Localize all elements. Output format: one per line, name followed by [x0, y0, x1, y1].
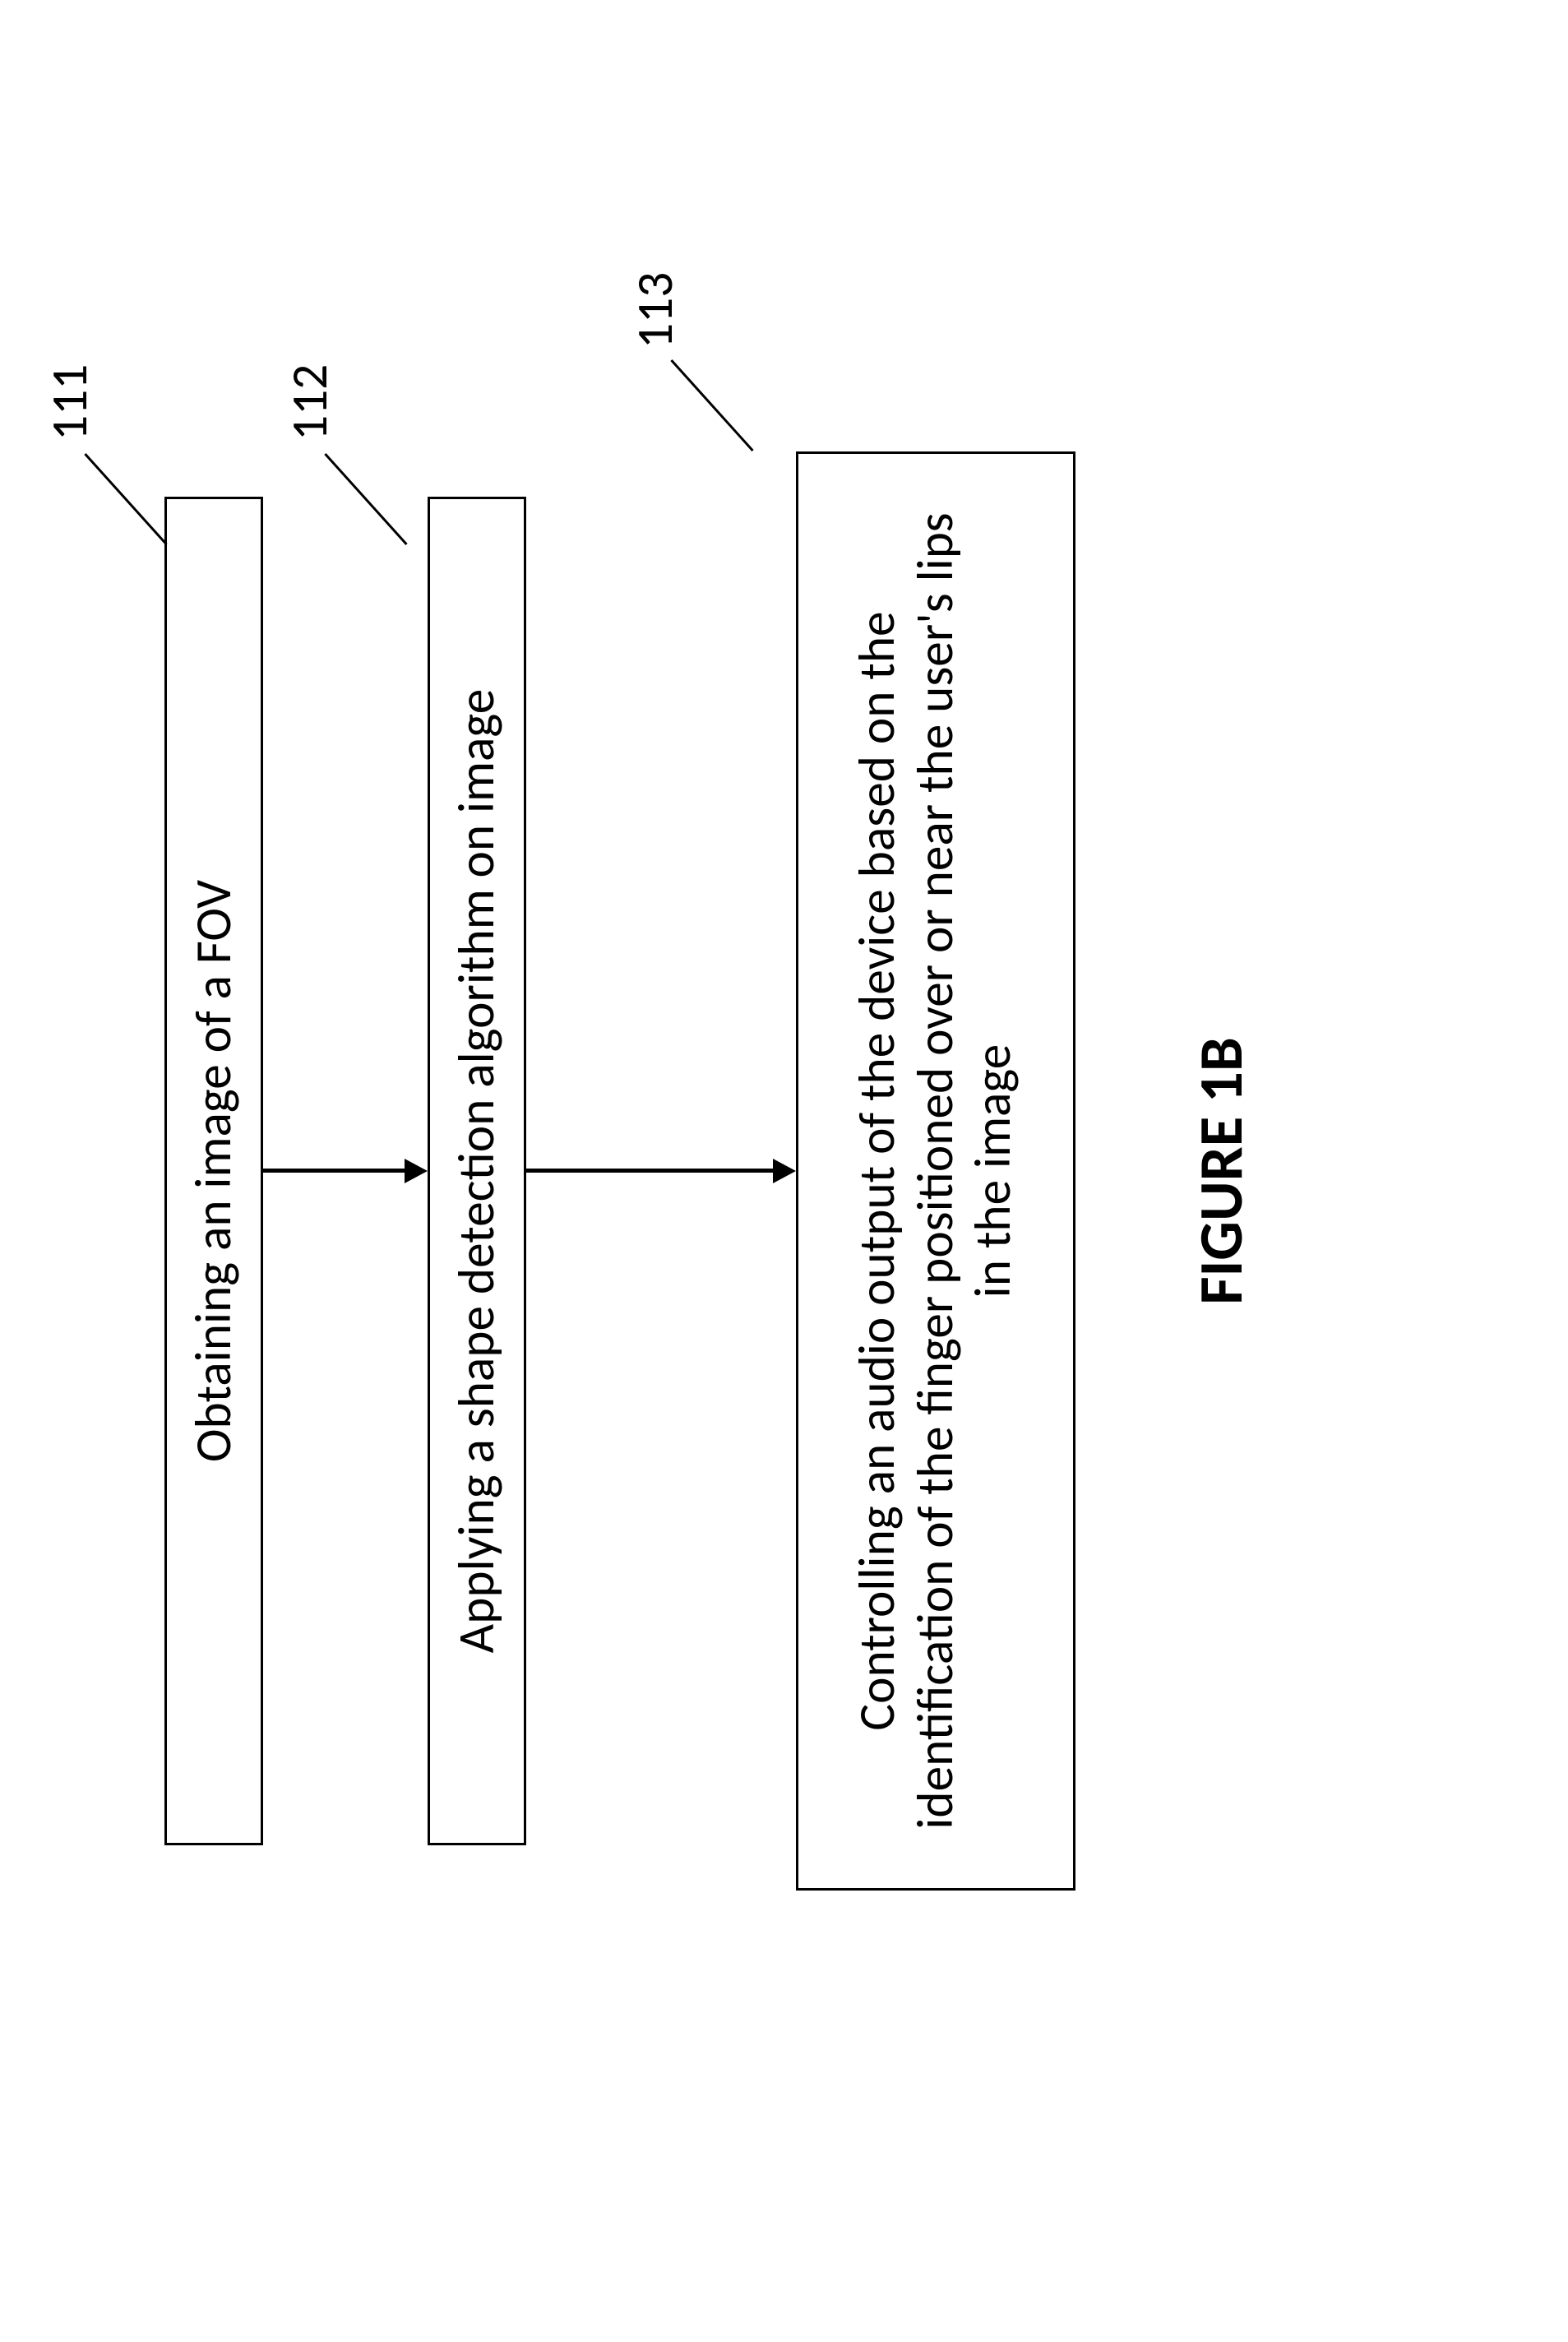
- page: Obtaining an image of a FOV Applying a s…: [0, 0, 1568, 2342]
- flow-arrow-2: [526, 1159, 796, 1183]
- leader-line-1: [84, 453, 167, 545]
- leader-line-3: [670, 359, 753, 451]
- figure-caption: FIGURE 1B: [1184, 1037, 1259, 1305]
- ref-label-113: 113: [625, 272, 686, 349]
- ref-label-111: 111: [39, 364, 100, 441]
- flow-arrow-1: [263, 1159, 428, 1183]
- flow-box-3-text: Controlling an audio output of the devic…: [849, 503, 1023, 1839]
- flow-box-2: Applying a shape detection algorithm on …: [428, 497, 526, 1845]
- flowchart: Obtaining an image of a FOV Applying a s…: [164, 451, 1075, 1891]
- rotated-container: Obtaining an image of a FOV Applying a s…: [0, 0, 1568, 2342]
- flow-box-2-text: Applying a shape detection algorithm on …: [448, 689, 506, 1654]
- arrow-head-icon: [405, 1159, 428, 1183]
- ref-label-112: 112: [280, 364, 340, 441]
- arrow-line: [526, 1169, 773, 1173]
- flow-box-1-text: Obtaining an image of a FOV: [185, 880, 243, 1462]
- flow-box-1: Obtaining an image of a FOV: [164, 497, 263, 1845]
- flow-box-3: Controlling an audio output of the devic…: [796, 451, 1075, 1891]
- figure-content: Obtaining an image of a FOV Applying a s…: [0, 0, 1568, 2342]
- arrow-head-icon: [773, 1159, 796, 1183]
- arrow-line: [263, 1169, 405, 1173]
